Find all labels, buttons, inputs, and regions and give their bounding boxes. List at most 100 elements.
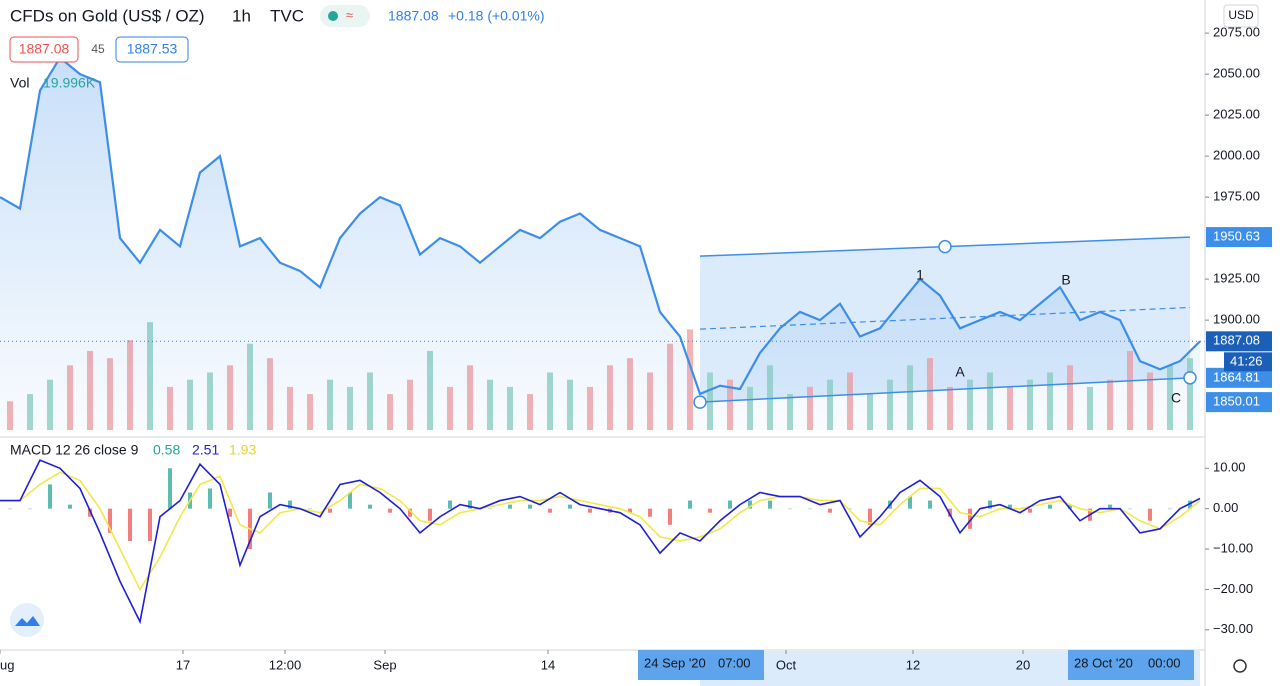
macd-hist-bar: [68, 504, 72, 509]
macd-y-tick-label: −20.00: [1213, 581, 1253, 596]
macd-y-tick-label: 0.00: [1213, 500, 1238, 515]
change: +0.18 (+0.01%): [448, 8, 545, 24]
macd-hist-bar: [108, 508, 112, 533]
channel-upper-label-box: [1206, 227, 1272, 248]
macd-y-tick-label: 10.00: [1213, 460, 1246, 475]
macd-hist-bar: [268, 492, 272, 509]
y-tick-label: 1900.00: [1213, 312, 1260, 327]
channel-handle: [693, 395, 707, 409]
wave-label: C: [1171, 390, 1181, 406]
wave-label: A: [955, 363, 965, 379]
macd-hist-bar: [368, 504, 372, 509]
macd-hist-bar: [408, 508, 412, 517]
price-line: [0, 56, 1201, 396]
price-area: [0, 57, 1200, 430]
x-tick-label: Sep: [373, 657, 396, 672]
last-price-label-box: [1206, 331, 1272, 352]
macd-hist-bar: [648, 508, 652, 517]
channel-start-label-box: [1206, 392, 1272, 413]
macd-hist-bar: [968, 508, 972, 529]
x-highlight-box: [1068, 650, 1194, 680]
macd-hist-bar: [848, 508, 852, 510]
macd-hist-bar: [168, 468, 172, 509]
macd-hist-bar: [128, 508, 132, 541]
x-highlight-date: 24 Sep '20: [644, 655, 706, 670]
macd-hist-bar: [448, 500, 452, 509]
x-highlight-time: 00:00: [1148, 655, 1181, 670]
macd-hist-bar: [868, 508, 872, 525]
x-tick-label: ug: [0, 657, 14, 672]
macd-hist-bar: [28, 508, 32, 510]
currency: USD: [1228, 8, 1254, 22]
channel-handle: [938, 239, 952, 254]
channel-lower: [699, 377, 1191, 403]
x-tick-label: 12:00: [269, 657, 302, 672]
macd-label: MACD 12 26 close 9: [10, 442, 139, 458]
macd-hist-bar: [568, 504, 572, 509]
x-tick-label: Oct: [776, 657, 797, 672]
y-tick-label: 1975.00: [1213, 189, 1260, 204]
macd-hist-bar: [1028, 508, 1032, 513]
channel-upper-label: 1950.63: [1213, 229, 1260, 244]
macd-hist-bar: [948, 508, 952, 517]
x-highlight-time: 07:00: [718, 655, 751, 670]
macd-hist-bar: [1168, 508, 1172, 510]
channel-mid: [699, 306, 1191, 330]
macd-hist-bar: [548, 508, 552, 513]
macd-hist-bar: [788, 508, 792, 510]
macd-hist-bar: [508, 504, 512, 509]
macd-hist-bar: [928, 500, 932, 509]
sell-button[interactable]: [9, 36, 79, 63]
macd-hist-bar: [988, 500, 992, 509]
macd-hist-bar: [588, 508, 592, 513]
macd-hist-bar: [1148, 508, 1152, 521]
macd-hist-bar: [908, 496, 912, 509]
macd-hist-bar: [828, 508, 832, 513]
macd-hist-bar: [88, 508, 92, 517]
logo-mark: [15, 616, 40, 626]
macd-hist-bar: [8, 508, 12, 510]
status-pill[interactable]: [320, 5, 370, 27]
channel-handle: [1183, 371, 1197, 385]
macd-hist-bar: [388, 508, 392, 513]
volume-value: 19.996K: [43, 75, 96, 91]
source: TVC: [270, 6, 304, 25]
x-tick-label: 14: [541, 657, 555, 672]
y-tick-label: 2000.00: [1213, 148, 1260, 163]
channel-lower-label-box: [1206, 367, 1272, 388]
currency-button[interactable]: [1223, 4, 1259, 28]
header: CFDs on Gold (US$ / OZ) 1h TVC ≈ 1887.08…: [9, 4, 1259, 673]
symbol-title: CFDs on Gold (US$ / OZ): [10, 6, 205, 25]
macd-hist-bar: [328, 508, 332, 513]
status-icon: ≈: [346, 7, 353, 22]
x-tick-label: 12: [906, 657, 920, 672]
countdown-box: [1224, 352, 1272, 372]
plot-layer: 1 A B C: [0, 56, 1205, 625]
macd-hist-value: 0.58: [153, 442, 180, 458]
countdown: 41:26: [1230, 354, 1263, 369]
macd-hist-bar: [1068, 504, 1072, 509]
wave-label: 1: [916, 267, 924, 283]
y-tick-label: 2075.00: [1213, 25, 1260, 40]
macd-hist-bar: [808, 508, 812, 510]
macd-hist-bar: [1108, 504, 1112, 509]
buy-button[interactable]: [115, 36, 189, 63]
macd-hist-bar: [708, 508, 712, 513]
status-dot: [328, 11, 338, 21]
quote: 1887.08: [388, 8, 439, 24]
settings-icon[interactable]: [1233, 659, 1247, 673]
macd-hist-bar: [488, 508, 492, 510]
macd-line-value: 2.51: [192, 442, 219, 458]
channel-start-label: 1850.01: [1213, 394, 1260, 409]
macd-hist-bar: [668, 508, 672, 525]
logo: [10, 603, 44, 637]
macd-y-tick-label: −10.00: [1213, 540, 1253, 555]
macd-hist-bar: [1188, 500, 1192, 509]
macd-hist-bar: [468, 500, 472, 509]
x-tick-label: 20: [1016, 657, 1030, 672]
macd-hist-bar: [48, 484, 52, 509]
macd-hist-bar: [728, 500, 732, 509]
macd-hist-bar: [208, 488, 212, 509]
